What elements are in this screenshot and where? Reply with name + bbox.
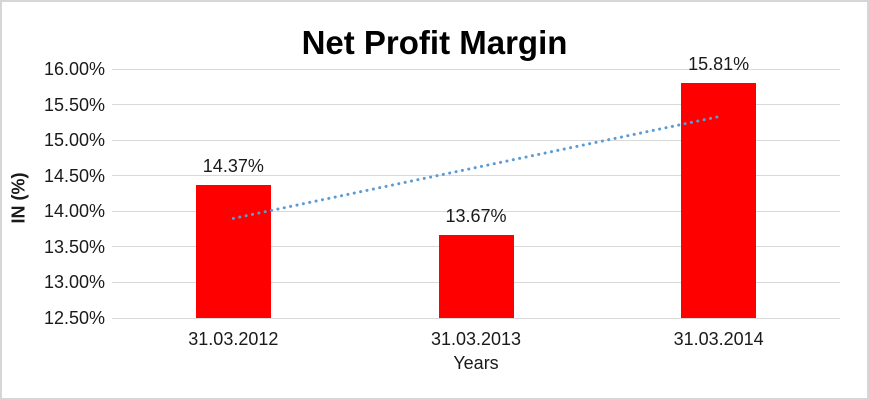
y-tick-label: 14.00% [43, 201, 105, 222]
bar-value-label: 15.81% [688, 53, 750, 74]
x-tick-label: 31.03.2012 [188, 329, 279, 349]
gridline [112, 139, 840, 141]
y-tick-label: 16.00% [43, 59, 105, 79]
y-tick-label: 13.00% [43, 272, 105, 293]
y-tick-label: 15.00% [43, 130, 105, 151]
x-tick-label: 31.03.2013 [430, 329, 522, 349]
gridline [112, 175, 840, 177]
bar-31.03.2014 [681, 82, 757, 318]
y-tick-label: 14.50% [43, 165, 105, 186]
y-tick-label: 12.50% [43, 308, 105, 328]
gridline [112, 104, 840, 106]
bar-31.03.2013 [438, 234, 514, 318]
bar-value-label: 13.67% [445, 205, 507, 226]
bar-value-label: 14.37% [202, 155, 264, 176]
y-tick-label: 15.50% [43, 94, 105, 115]
gridline [112, 68, 840, 70]
bar-31.03.2012 [195, 184, 271, 318]
y-tick-label: 13.50% [43, 236, 105, 257]
gridline [112, 317, 840, 319]
gridline [112, 210, 840, 212]
chart-title: Net Profit Margin [301, 24, 568, 61]
x-axis-title: Years [453, 353, 499, 373]
x-tick-label: 31.03.2014 [673, 329, 764, 349]
